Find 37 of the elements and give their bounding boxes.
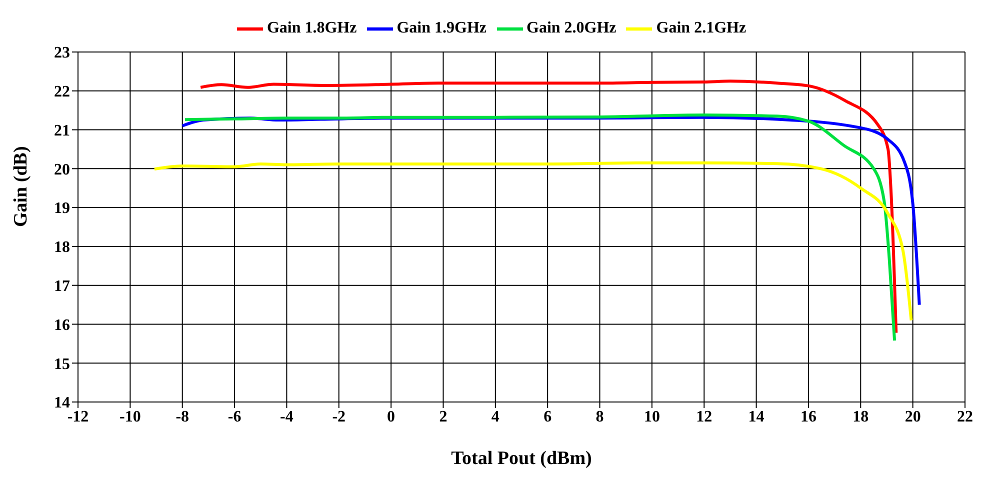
y-tick-label: 19: [54, 200, 70, 218]
x-tick-label: 20: [904, 408, 921, 426]
y-tick-label: 23: [54, 44, 70, 62]
line-series: [183, 114, 896, 342]
legend-label: Gain 2.1GHz: [656, 20, 746, 37]
x-axis-title: Total Pout (dBm): [451, 448, 592, 469]
x-tick-label: 4: [491, 408, 500, 426]
x-tick-label: 2: [439, 408, 448, 426]
x-tick-label: 6: [544, 408, 552, 426]
x-tick-label: 12: [696, 408, 712, 426]
x-tick-label: 22: [957, 408, 973, 426]
x-tick-label: 10: [644, 408, 660, 426]
x-tick-label: 8: [596, 408, 604, 426]
line-series: [152, 161, 913, 322]
x-tick-label: -8: [176, 408, 190, 426]
legend-label: Gain 1.8GHz: [266, 20, 357, 37]
y-axis-title: Gain (dB): [10, 146, 32, 227]
line-series: [199, 80, 898, 334]
legend-label: Gain 2.0GHz: [526, 20, 616, 37]
y-tick-label: 15: [54, 356, 70, 373]
x-tick-label: -2: [332, 408, 346, 426]
y-tick-label: 21: [54, 122, 70, 140]
y-tick-label: 16: [54, 316, 70, 334]
x-tick-label: 0: [387, 408, 396, 426]
x-tick-label: -10: [120, 408, 141, 426]
y-tick-label: 20: [54, 161, 70, 178]
x-tick-label: -6: [228, 408, 242, 426]
y-tick-label: 14: [54, 394, 70, 412]
legend-label: Gain 1.9GHz: [396, 20, 486, 37]
y-tick-label: 22: [54, 84, 70, 101]
y-tick-label: 17: [54, 278, 70, 296]
x-tick-label: 14: [748, 408, 764, 426]
y-tick-label: 18: [54, 239, 70, 256]
x-tick-label: -12: [67, 408, 89, 426]
x-tick-label: -4: [280, 408, 294, 426]
x-tick-label: 16: [800, 408, 816, 426]
x-tick-label: 18: [852, 408, 869, 426]
